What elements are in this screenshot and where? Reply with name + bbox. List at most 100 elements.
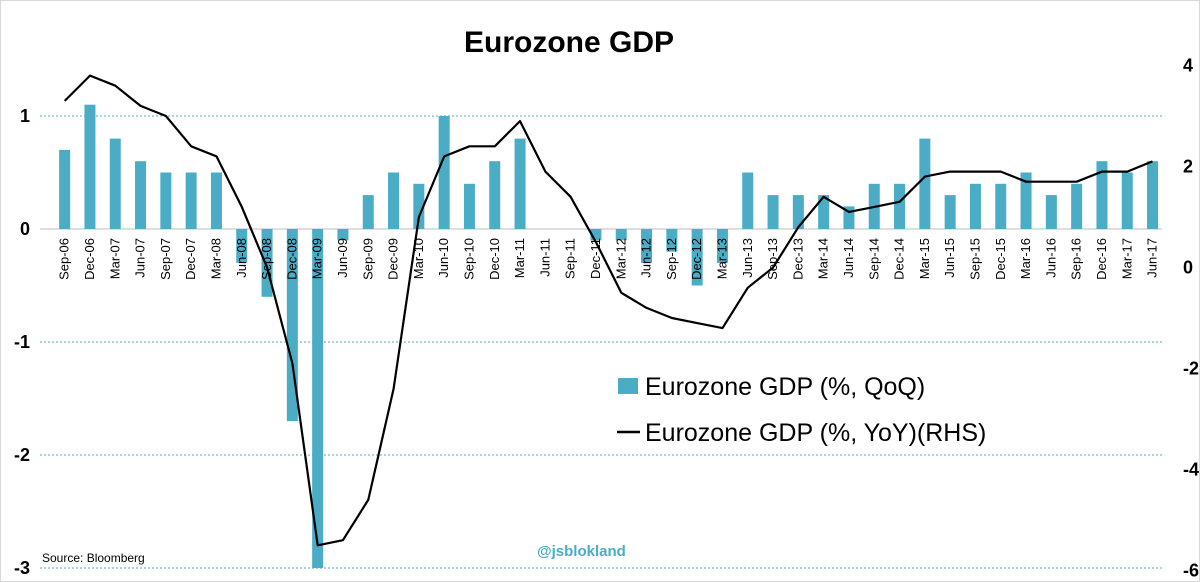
bar-Jun-08 [236,229,248,263]
left-tick-label: -1 [14,332,30,352]
x-tick-label: Dec-15 [993,238,1008,280]
bar-Mar-17 [1121,172,1133,229]
bar-Sep-13 [767,195,779,229]
watermark: @jsblokland [537,543,626,560]
x-axis: Sep-06 Dec-06 Mar-07 Jun-07 Sep-07 Dec-07 Mar-… [57,238,1160,280]
bar-Mar-08 [210,172,222,229]
bar-Jun-13 [742,172,754,229]
x-tick-label: Mar-14 [816,238,831,279]
bar-Mar-13 [716,229,728,263]
x-tick-label: Dec-16 [1094,238,1109,280]
chart-title: Eurozone GDP [464,26,674,59]
x-tick-label: Dec-06 [82,238,97,280]
x-tick-label: Dec-08 [284,238,299,280]
bars-layer [59,104,1159,568]
x-tick-label: Jun-09 [335,238,350,278]
bar-Dec-12 [691,229,703,286]
x-tick-label: Jun-11 [537,238,552,277]
bar-Jun-15 [944,195,956,229]
x-tick-label: Sep-15 [967,238,982,280]
bar-Mar-12 [615,229,627,241]
x-tick-label: Dec-11 [588,238,603,279]
bar-Sep-15 [969,183,981,229]
legend: Eurozone GDP (%, QoQ) Eurozone GDP (%, Y… [617,373,986,447]
bar-Dec-09 [388,172,400,229]
grid-layer [40,115,1162,569]
x-tick-label: Sep-06 [57,238,72,280]
x-tick-label: Mar-16 [1018,238,1033,279]
x-tick-label: Jun-15 [942,238,957,278]
x-tick-label: Mar-15 [917,238,932,279]
bar-Mar-11 [514,138,526,229]
right-tick-label: 4 [1183,56,1193,76]
left-tick-label: 0 [20,219,30,239]
x-tick-label: Sep-10 [461,238,476,280]
x-tick-label: Mar-11 [512,238,527,278]
bar-Jun-09 [337,229,349,241]
bar-Sep-06 [59,149,71,229]
bar-Dec-06 [84,104,96,229]
left-tick-label: -3 [14,558,30,578]
x-tick-label: Sep-14 [866,238,881,280]
x-tick-label: Dec-07 [183,238,198,280]
x-tick-label: Sep-09 [360,238,375,280]
legend-label-yoy: Eurozone GDP (%, YoY)(RHS) [645,419,986,447]
right-tick-label: -2 [1183,359,1199,379]
right-tick-label: 2 [1183,157,1193,177]
x-tick-label: Mar-10 [411,238,426,279]
bar-Dec-07 [185,172,197,229]
x-tick-label: Sep-07 [158,238,173,280]
x-tick-label: Jun-16 [1043,238,1058,278]
bar-Jun-12 [641,229,653,263]
x-tick-label: Jun-13 [740,238,755,278]
left-tick-label: 1 [20,106,30,126]
x-tick-label: Mar-07 [107,238,122,279]
x-tick-label: Jun-08 [234,238,249,278]
x-tick-label: Sep-08 [259,238,274,280]
bar-Mar-07 [109,138,121,229]
x-tick-label: Mar-08 [208,238,223,279]
x-tick-label: Sep-11 [563,238,578,279]
x-tick-label: Mar-13 [714,238,729,279]
x-tick-label: Dec-10 [487,238,502,280]
bar-Sep-09 [362,195,374,229]
x-tick-label: Jun-07 [133,238,148,278]
x-tick-label: Mar-17 [1119,238,1134,279]
x-tick-label: Dec-13 [790,238,805,280]
bar-Dec-15 [995,183,1007,229]
right-tick-label: -4 [1183,460,1199,480]
line-yoy [63,74,1153,547]
x-tick-label: Sep-13 [765,238,780,280]
x-tick-label: Dec-12 [689,238,704,280]
bar-Jun-10 [438,116,450,229]
x-tick-label: Mar-09 [310,238,325,279]
bar-Sep-08 [261,229,273,297]
x-tick-label: Dec-09 [386,238,401,280]
bar-Jun-07 [135,161,147,229]
x-tick-label: Jun-14 [841,238,856,278]
bar-Sep-10 [463,183,475,229]
legend-swatch-qoq [618,378,638,394]
legend-label-qoq: Eurozone GDP (%, QoQ) [645,373,925,401]
x-tick-label: Jun-17 [1145,238,1160,278]
x-tick-label: Dec-14 [892,238,907,280]
x-tick-label: Mar-12 [613,238,628,279]
bar-Jun-17 [1147,161,1159,229]
bar-Dec-11 [590,229,602,241]
x-tick-label: Jun-10 [436,238,451,278]
bar-Mar-10 [413,183,425,229]
x-tick-label: Jun-12 [639,238,654,278]
bar-Dec-10 [489,161,501,229]
bar-Sep-12 [666,229,678,252]
bar-Mar-16 [1020,172,1032,229]
bar-Jun-16 [1045,195,1057,229]
source-note: Source: Bloomberg [42,551,145,565]
bar-Dec-13 [792,195,804,229]
bar-Sep-07 [160,172,172,229]
bar-Dec-08 [286,229,298,422]
x-tick-label: Sep-12 [664,238,679,280]
right-tick-label: 0 [1183,258,1193,278]
bar-Mar-09 [312,229,324,568]
